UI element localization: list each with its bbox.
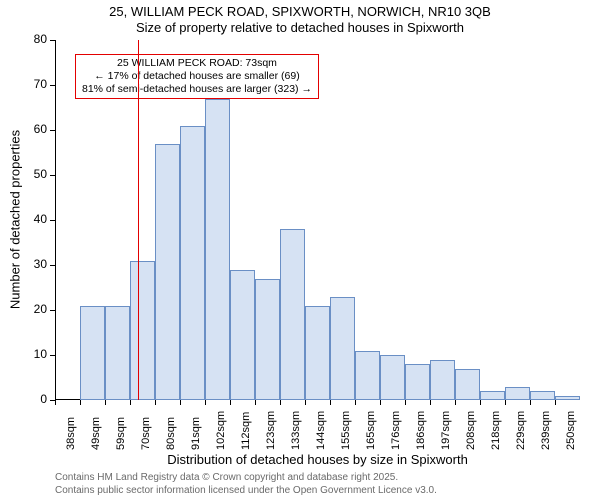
x-tick-mark: [380, 400, 381, 405]
x-tick-mark: [480, 400, 481, 405]
histogram-bar: [480, 391, 505, 400]
y-tick-label: 80: [23, 32, 47, 46]
histogram-bar: [555, 396, 580, 401]
x-tick-label: 102sqm: [215, 410, 227, 450]
histogram-bar: [430, 360, 455, 401]
x-tick-mark: [330, 400, 331, 405]
x-tick-label: 197sqm: [440, 410, 452, 450]
x-tick-label: 218sqm: [490, 410, 502, 450]
y-tick-label: 0: [23, 392, 47, 406]
y-tick-label: 20: [23, 302, 47, 316]
y-tick-mark: [50, 130, 55, 131]
histogram-bar: [130, 261, 155, 401]
histogram-bar: [530, 391, 555, 400]
x-tick-label: 123sqm: [265, 410, 277, 450]
annotation-line-3: 81% of semi-detached houses are larger (…: [82, 83, 312, 96]
x-tick-mark: [155, 400, 156, 405]
x-tick-mark: [505, 400, 506, 405]
x-tick-mark: [80, 400, 81, 405]
footer-line-2: Contains public sector information licen…: [55, 485, 437, 498]
y-tick-label: 10: [23, 347, 47, 361]
y-tick-mark: [50, 175, 55, 176]
x-tick-mark: [255, 400, 256, 405]
x-tick-mark: [455, 400, 456, 405]
x-tick-label: 49sqm: [90, 410, 102, 450]
y-tick-label: 60: [23, 122, 47, 136]
y-tick-label: 50: [23, 167, 47, 181]
y-tick-mark: [50, 220, 55, 221]
y-tick-label: 30: [23, 257, 47, 271]
x-tick-mark: [180, 400, 181, 405]
y-axis-label: Number of detached properties: [8, 110, 23, 330]
histogram-bar: [405, 364, 430, 400]
y-tick-mark: [50, 265, 55, 266]
x-tick-mark: [355, 400, 356, 405]
title-line-1: 25, WILLIAM PECK ROAD, SPIXWORTH, NORWIC…: [0, 4, 600, 19]
histogram-bar: [230, 270, 255, 401]
x-tick-label: 155sqm: [340, 410, 352, 450]
histogram-bar: [305, 306, 330, 401]
histogram-bar: [380, 355, 405, 400]
x-tick-label: 38sqm: [65, 410, 77, 450]
x-tick-mark: [305, 400, 306, 405]
annotation-line-1: 25 WILLIAM PECK ROAD: 73sqm: [82, 57, 312, 70]
chart-title: 25, WILLIAM PECK ROAD, SPIXWORTH, NORWIC…: [0, 4, 600, 35]
title-line-2: Size of property relative to detached ho…: [0, 20, 600, 35]
x-tick-mark: [55, 400, 56, 405]
histogram-bar: [280, 229, 305, 400]
x-tick-label: 133sqm: [290, 410, 302, 450]
x-tick-mark: [230, 400, 231, 405]
y-tick-mark: [50, 310, 55, 311]
x-tick-label: 208sqm: [465, 410, 477, 450]
histogram-bar: [80, 306, 105, 401]
histogram-bar: [255, 279, 280, 401]
x-tick-mark: [405, 400, 406, 405]
y-tick-mark: [50, 355, 55, 356]
footer-line-1: Contains HM Land Registry data © Crown c…: [55, 472, 437, 485]
x-tick-mark: [205, 400, 206, 405]
chart-container: 25, WILLIAM PECK ROAD, SPIXWORTH, NORWIC…: [0, 0, 600, 500]
y-tick-mark: [50, 40, 55, 41]
x-tick-label: 80sqm: [165, 410, 177, 450]
x-tick-label: 229sqm: [515, 410, 527, 450]
x-tick-label: 70sqm: [140, 410, 152, 450]
x-tick-label: 250sqm: [565, 410, 577, 450]
x-tick-label: 59sqm: [115, 410, 127, 450]
histogram-bar: [455, 369, 480, 401]
x-tick-label: 165sqm: [365, 410, 377, 450]
x-tick-label: 112sqm: [240, 410, 252, 450]
x-tick-label: 239sqm: [540, 410, 552, 450]
x-tick-mark: [430, 400, 431, 405]
histogram-bar: [355, 351, 380, 401]
x-tick-label: 91sqm: [190, 410, 202, 450]
histogram-bar: [205, 99, 230, 401]
x-tick-label: 144sqm: [315, 410, 327, 450]
x-tick-mark: [105, 400, 106, 405]
histogram-bar: [330, 297, 355, 401]
y-tick-label: 40: [23, 212, 47, 226]
histogram-bar: [105, 306, 130, 401]
x-tick-mark: [280, 400, 281, 405]
x-tick-mark: [130, 400, 131, 405]
histogram-bar: [180, 126, 205, 401]
x-tick-mark: [555, 400, 556, 405]
footer-attribution: Contains HM Land Registry data © Crown c…: [55, 472, 437, 497]
x-axis-label: Distribution of detached houses by size …: [55, 452, 580, 467]
y-tick-label: 70: [23, 77, 47, 91]
annotation-box: 25 WILLIAM PECK ROAD: 73sqm ← 17% of det…: [75, 54, 319, 99]
reference-line: [138, 40, 139, 400]
x-tick-mark: [530, 400, 531, 405]
x-tick-label: 186sqm: [415, 410, 427, 450]
annotation-line-2: ← 17% of detached houses are smaller (69…: [82, 70, 312, 83]
x-tick-label: 176sqm: [390, 410, 402, 450]
histogram-bar: [155, 144, 180, 401]
histogram-bar: [505, 387, 530, 401]
y-tick-mark: [50, 85, 55, 86]
